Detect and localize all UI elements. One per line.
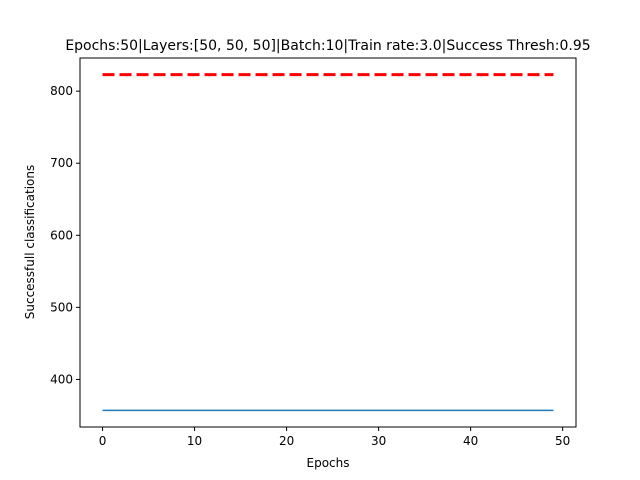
plot-area: [102, 73, 554, 412]
y-tick-label: 400: [50, 372, 73, 386]
y-tick-label: 700: [50, 156, 73, 170]
y-tick-label: 500: [50, 300, 73, 314]
y-axis-label: Successfull classifications: [23, 165, 37, 320]
x-tick-label: 50: [555, 434, 570, 448]
x-tick-label: 40: [463, 434, 478, 448]
y-tick-label: 800: [50, 84, 73, 98]
axis-ticks: 0 10 20 30 40 50 400 500 600 700 800: [50, 84, 570, 448]
x-tick-label: 30: [371, 434, 386, 448]
x-axis-label: Epochs: [307, 456, 350, 470]
x-tick-label: 20: [279, 434, 294, 448]
chart-title: Epochs:50|Layers:[50, 50, 50]|Batch:10|T…: [65, 38, 590, 54]
x-tick-label: 0: [99, 434, 107, 448]
axes-frame: [79, 57, 577, 428]
x-tick-label: 10: [187, 434, 202, 448]
y-tick-label: 600: [50, 228, 73, 242]
